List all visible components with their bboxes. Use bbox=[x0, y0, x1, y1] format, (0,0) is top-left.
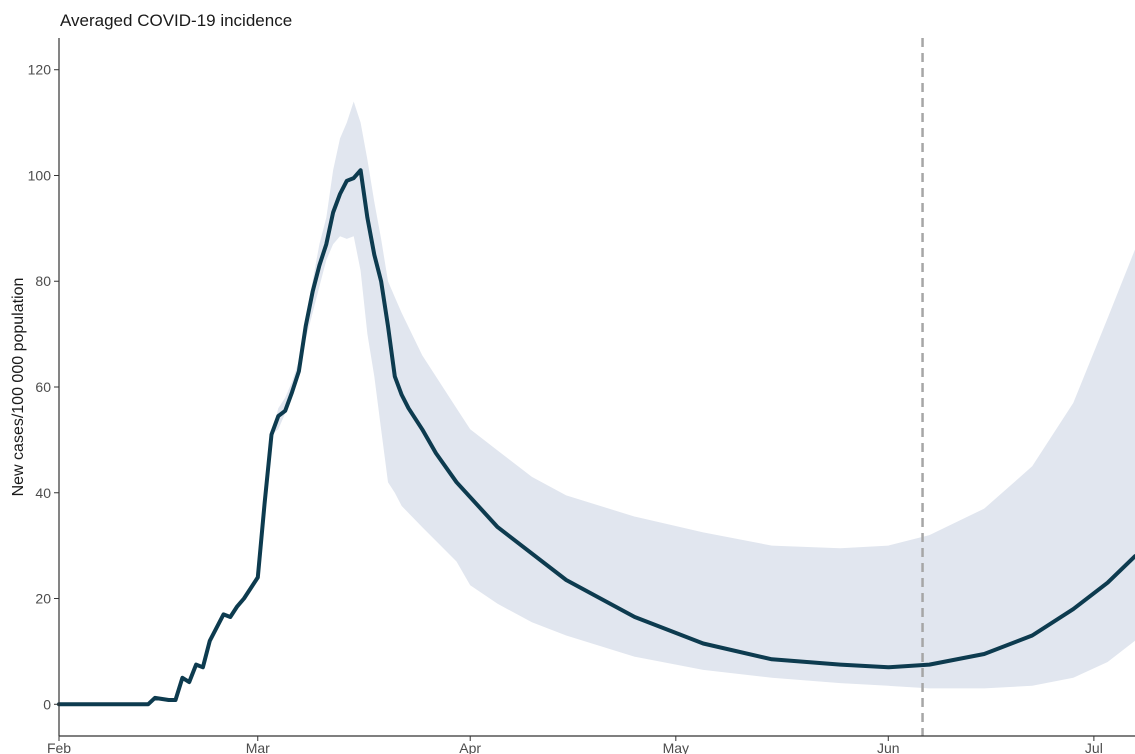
y-tick-label: 20 bbox=[35, 591, 51, 607]
y-tick-label: 60 bbox=[35, 379, 51, 395]
x-tick-label: Feb bbox=[47, 740, 71, 754]
x-tick-label: Mar bbox=[246, 740, 270, 754]
x-tick-label: Jun bbox=[877, 740, 900, 754]
confidence-band bbox=[59, 101, 1135, 705]
x-tick-label: May bbox=[663, 740, 689, 754]
x-tick-label: Jul bbox=[1085, 740, 1103, 754]
y-axis-title: New cases/100 000 population bbox=[10, 278, 27, 497]
confidence-band-layer bbox=[59, 101, 1135, 705]
y-tick-label: 0 bbox=[43, 696, 51, 712]
chart-title: Averaged COVID-19 incidence bbox=[60, 11, 293, 30]
y-tick-label: 120 bbox=[28, 62, 52, 78]
incidence-line bbox=[57, 168, 1135, 707]
y-tick-label: 80 bbox=[35, 273, 51, 289]
y-tick-label: 100 bbox=[28, 167, 52, 183]
y-tick-label: 40 bbox=[35, 485, 51, 501]
incidence-line-layer bbox=[57, 168, 1135, 707]
x-axis-ticks: Feb Mar Apr May Jun Jul bbox=[47, 736, 1103, 754]
y-axis-ticks: 0 20 40 60 80 100 120 bbox=[28, 62, 59, 712]
x-tick-label: Apr bbox=[459, 740, 481, 754]
